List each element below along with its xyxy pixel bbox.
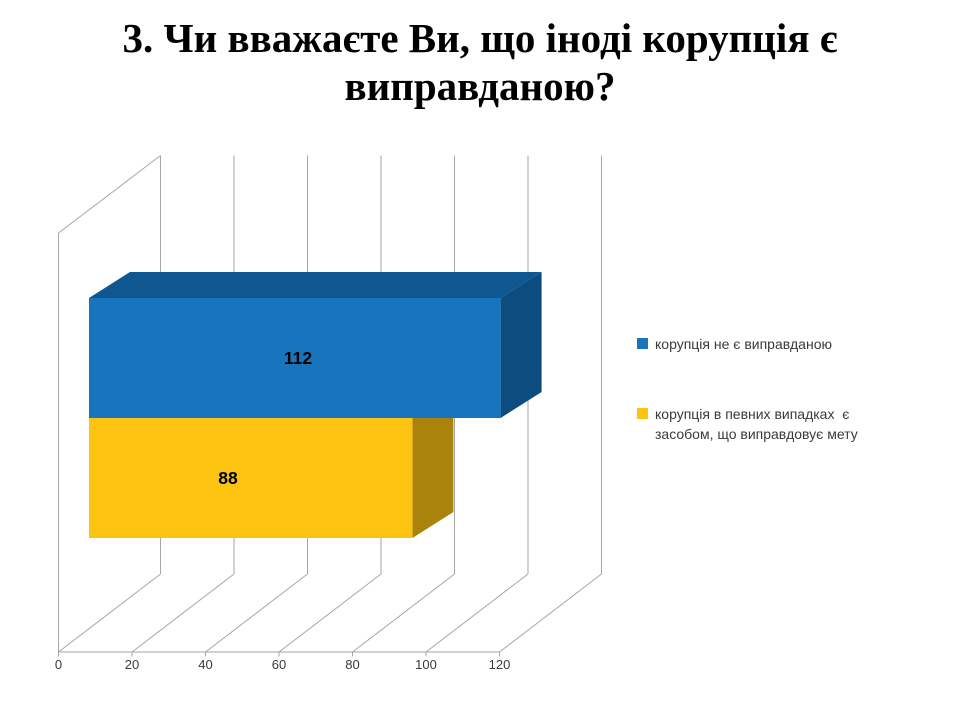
bar-yellow-side-face: [412, 392, 454, 538]
bar-blue-side-face: [500, 272, 542, 418]
legend-swatch-yellow-icon: [637, 408, 648, 419]
legend-swatch-blue-rect: [637, 338, 648, 349]
legend-label-justified-in-some-cases: корупція в певних випадках є засобом, що…: [655, 404, 858, 444]
bar-not-justified: [89, 272, 542, 418]
chart-title-line-2: виправданою?: [344, 63, 616, 109]
floor-line-80: [352, 573, 455, 653]
x-tick-label-20: 20: [125, 657, 139, 672]
x-tick-label-80: 80: [345, 657, 359, 672]
floor-line-20: [131, 573, 235, 653]
x-axis-tick-labels: 0 20 40 60 80 100 120: [55, 657, 510, 672]
chart-title-line-1: 3. Чи вважаєте Ви, що іноді корупція є: [122, 15, 838, 61]
data-label-yellow: 88: [218, 468, 238, 488]
bar-justified-in-some-cases: [89, 392, 454, 538]
x-tick-label-60: 60: [272, 657, 286, 672]
legend-item-not-justified: корупція не є виправданою: [637, 334, 832, 354]
chart-title: 3. Чи вважаєте Ви, що іноді корупція є в…: [0, 14, 960, 110]
legend-label-line: засобом, що виправдовує мету: [655, 426, 858, 442]
legend-label-line: корупція не є виправданою: [655, 336, 832, 352]
floor-line-0: [58, 573, 161, 653]
legend-label-not-justified: корупція не є виправданою: [655, 334, 832, 354]
wall-top-depth-edge: [58, 155, 161, 234]
bar-yellow-front-face: [89, 418, 413, 538]
chart-frame: [58, 155, 602, 657]
legend-item-justified-in-some-cases: корупція в певних випадках є засобом, що…: [637, 404, 858, 444]
legend-swatch-blue-icon: [637, 338, 648, 349]
x-tick-label-100: 100: [415, 657, 437, 672]
legend-label-line: корупція в певних випадках є: [655, 406, 850, 422]
floor-line-60: [278, 573, 382, 653]
legend-swatch-yellow-rect: [637, 408, 648, 419]
x-tick-label-0: 0: [55, 657, 62, 672]
data-label-blue: 112: [284, 348, 312, 368]
floor-line-120: [499, 573, 602, 653]
bar-blue-front-face: [89, 298, 501, 418]
floor-line-100: [425, 573, 529, 653]
floor-line-40: [205, 573, 308, 653]
bar-blue-top-face: [89, 272, 542, 298]
x-tick-label-40: 40: [198, 657, 212, 672]
x-tick-label-120: 120: [489, 657, 511, 672]
